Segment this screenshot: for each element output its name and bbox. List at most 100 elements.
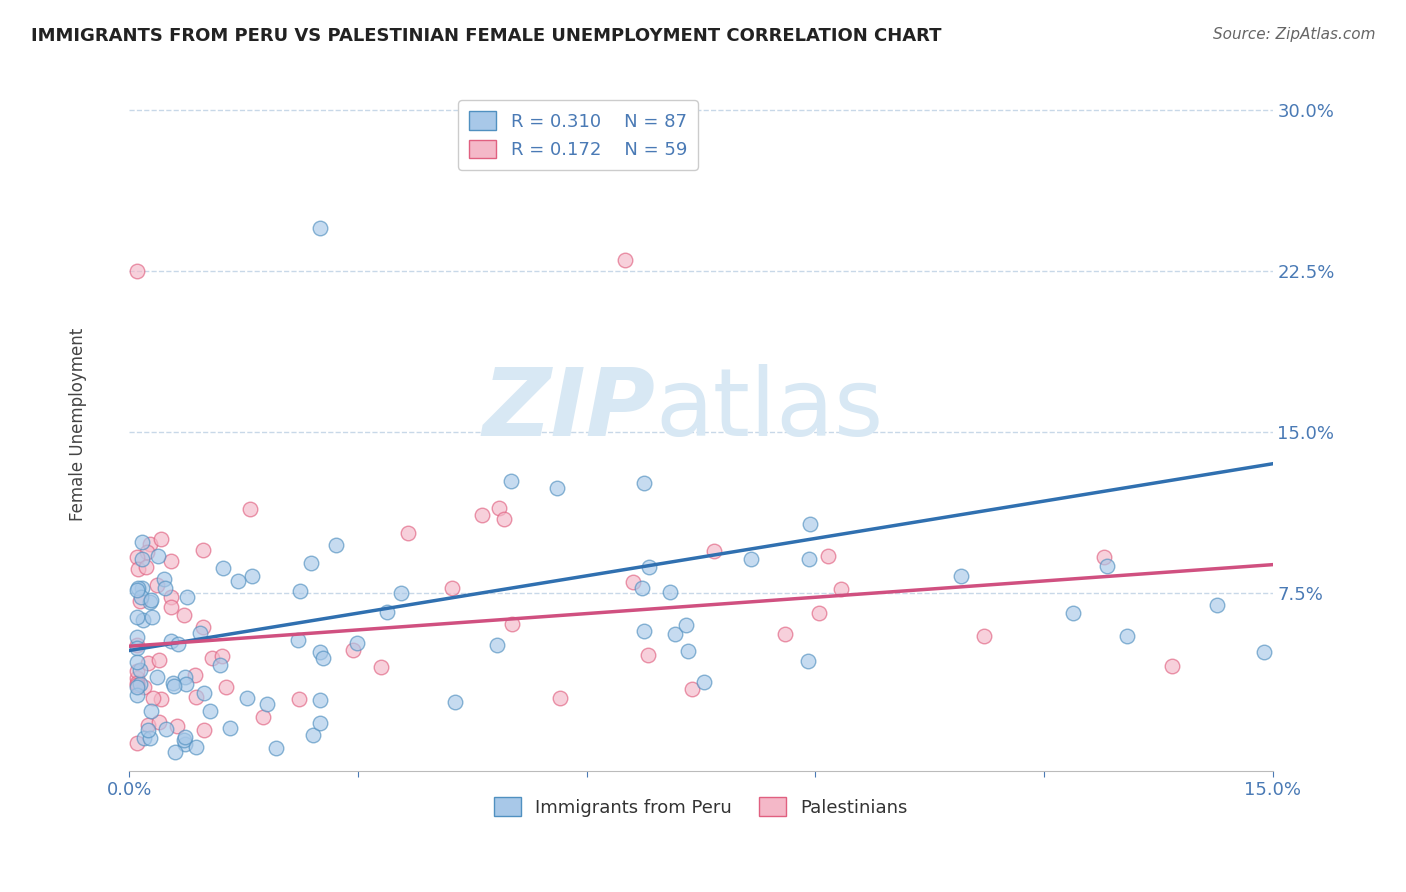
Point [264, 741, 287, 756]
Point [703, 543, 725, 558]
Point [174, 737, 197, 751]
Point [471, 508, 494, 523]
Point [370, 660, 392, 674]
Point [125, 678, 148, 692]
Point [290, 584, 312, 599]
Point [141, 593, 163, 607]
Point [173, 730, 195, 744]
Point [131, 551, 153, 566]
Text: Source: ZipAtlas.com: Source: ZipAtlas.com [1212, 27, 1375, 42]
Point [773, 627, 796, 641]
Point [238, 502, 260, 516]
Point [325, 538, 347, 552]
Point [440, 581, 463, 595]
Point [125, 736, 148, 750]
Point [163, 679, 186, 693]
Point [145, 578, 167, 592]
Point [146, 670, 169, 684]
Point [127, 671, 149, 685]
Point [1161, 658, 1184, 673]
Point [830, 582, 852, 597]
Point [125, 688, 148, 702]
Point [186, 690, 208, 705]
Point [633, 476, 655, 491]
Point [184, 739, 207, 754]
Point [621, 574, 644, 589]
Point [125, 583, 148, 598]
Point [676, 644, 699, 658]
Point [128, 594, 150, 608]
Point [1062, 606, 1084, 620]
Point [139, 731, 162, 745]
Point [139, 595, 162, 609]
Point [173, 732, 195, 747]
Point [150, 691, 173, 706]
Point [125, 676, 148, 690]
Point [149, 532, 172, 546]
Point [501, 616, 523, 631]
Point [125, 609, 148, 624]
Point [141, 704, 163, 718]
Point [488, 501, 510, 516]
Point [152, 572, 174, 586]
Point [191, 543, 214, 558]
Point [664, 627, 686, 641]
Point [494, 512, 516, 526]
Point [162, 675, 184, 690]
Point [141, 610, 163, 624]
Point [288, 692, 311, 706]
Point [219, 721, 242, 735]
Point [1253, 645, 1275, 659]
Point [125, 263, 148, 277]
Point [174, 670, 197, 684]
Point [797, 552, 820, 566]
Point [159, 590, 181, 604]
Text: IMMIGRANTS FROM PERU VS PALESTINIAN FEMALE UNEMPLOYMENT CORRELATION CHART: IMMIGRANTS FROM PERU VS PALESTINIAN FEMA… [31, 27, 942, 45]
Point [215, 680, 238, 694]
Point [287, 632, 309, 647]
Text: atlas: atlas [655, 364, 883, 456]
Point [127, 581, 149, 595]
Point [125, 630, 148, 644]
Point [136, 717, 159, 731]
Point [193, 620, 215, 634]
Point [132, 680, 155, 694]
Point [1095, 559, 1118, 574]
Point [183, 667, 205, 681]
Point [193, 723, 215, 738]
Point [375, 605, 398, 619]
Point [212, 561, 235, 575]
Point [160, 599, 183, 614]
Point [808, 606, 831, 620]
Point [308, 693, 330, 707]
Point [193, 686, 215, 700]
Text: ZIP: ZIP [482, 364, 655, 456]
Point [131, 534, 153, 549]
Point [817, 549, 839, 563]
Point [160, 634, 183, 648]
Point [211, 649, 233, 664]
Point [252, 710, 274, 724]
Point [796, 654, 818, 668]
Legend: Immigrants from Peru, Palestinians: Immigrants from Peru, Palestinians [486, 790, 915, 824]
Point [209, 658, 232, 673]
Point [127, 640, 149, 655]
Point [139, 537, 162, 551]
Point [236, 691, 259, 706]
Point [256, 698, 278, 712]
Point [160, 554, 183, 568]
Point [499, 145, 522, 160]
Point [1205, 598, 1227, 612]
Point [226, 574, 249, 589]
Point [166, 637, 188, 651]
Point [659, 585, 682, 599]
Point [693, 675, 716, 690]
Point [135, 545, 157, 559]
Point [299, 556, 322, 570]
Point [637, 648, 659, 662]
Point [125, 680, 148, 694]
Point [1092, 549, 1115, 564]
Text: Female Unemployment: Female Unemployment [69, 327, 87, 521]
Point [633, 624, 655, 638]
Point [153, 581, 176, 595]
